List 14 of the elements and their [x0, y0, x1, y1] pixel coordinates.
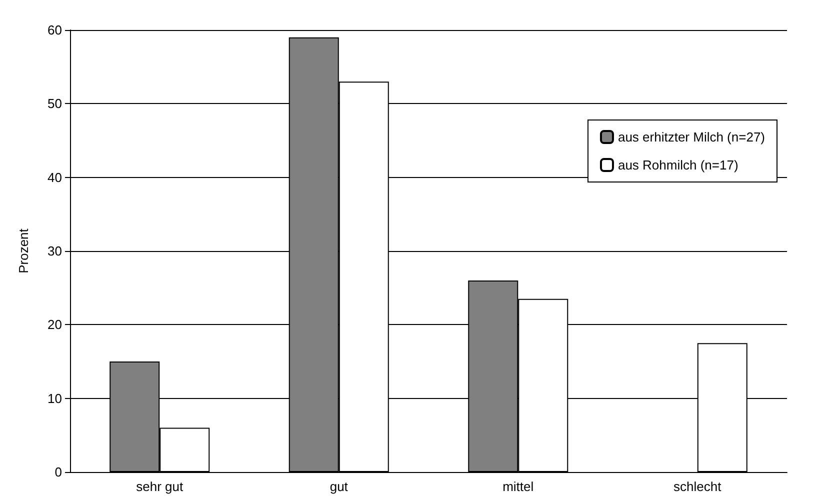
y-tick-label: 40 — [48, 170, 62, 185]
y-tick-label: 0 — [54, 464, 62, 480]
y-tick-label: 30 — [48, 244, 62, 258]
x-tick-label: gut — [330, 479, 348, 494]
y-axis-title: Prozent — [16, 228, 31, 274]
x-tick-label: schlecht — [674, 479, 722, 494]
y-tick-label: 50 — [48, 96, 62, 112]
legend-label: aus Rohmilch (n=17) — [618, 158, 738, 172]
y-tick-label: 20 — [48, 317, 62, 332]
x-tick-label: mittel — [502, 479, 534, 494]
legend-label: aus erhitzter Milch (n=27) — [618, 130, 765, 144]
x-tick-label: sehr gut — [136, 479, 184, 494]
y-tick-label: 10 — [48, 390, 62, 406]
y-tick-label: 60 — [48, 22, 62, 38]
